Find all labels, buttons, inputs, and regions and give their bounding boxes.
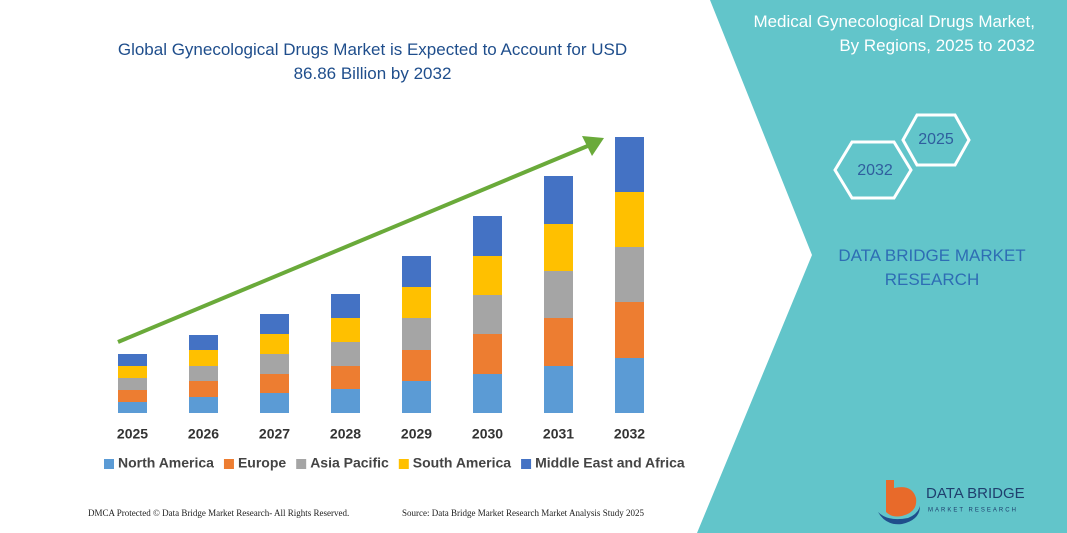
logo-icon <box>886 480 917 517</box>
hexagon-label: 2025 <box>918 131 954 148</box>
x-tick-label: 2032 <box>614 426 645 442</box>
bar-segment <box>615 137 644 192</box>
legend-label: Asia Pacific <box>310 455 389 471</box>
legend-swatch <box>296 459 307 469</box>
bar-segment <box>544 318 573 366</box>
bar-segment <box>260 314 289 334</box>
x-tick-label: 2031 <box>543 426 574 442</box>
hexagon <box>901 113 971 167</box>
bar-segment <box>402 350 431 381</box>
x-tick-label: 2029 <box>401 426 432 442</box>
legend-label: Middle East and Africa <box>535 455 685 471</box>
legend-swatch <box>521 459 532 469</box>
bar-segment <box>473 334 502 374</box>
bar-segment <box>118 378 147 390</box>
bar-segment <box>544 224 573 271</box>
bar-segment <box>544 366 573 413</box>
arrow-head <box>582 136 604 156</box>
x-tick-label: 2030 <box>472 426 503 442</box>
bar-segment <box>615 247 644 302</box>
bar-segment <box>331 318 360 342</box>
brand: DATA BRIDGE MARKET RESEARCH <box>838 246 1026 289</box>
side-panel <box>697 0 1067 533</box>
logo-icon <box>878 506 920 525</box>
legend-label: Europe <box>238 455 286 471</box>
bar-segment <box>189 366 218 381</box>
bar-segment <box>615 302 644 358</box>
chart-title: Global Gynecological Drugs Market is Exp… <box>117 40 628 83</box>
hexagon-label: 2032 <box>857 162 893 179</box>
bar-segment <box>260 354 289 374</box>
legend-label: North America <box>118 455 214 471</box>
legend-label: South America <box>413 455 511 471</box>
bar-segment <box>189 335 218 350</box>
footer-left: DMCA Protected © Data Bridge Market Rese… <box>88 508 349 518</box>
bar-segment <box>402 381 431 413</box>
bar-segment <box>544 271 573 318</box>
bar-segment <box>615 358 644 413</box>
logo-name: DATA BRIDGE <box>926 485 1025 502</box>
bar-segment <box>473 295 502 334</box>
legend-swatch <box>223 459 234 469</box>
bar-segment <box>260 374 289 393</box>
trend-arrow <box>117 143 591 344</box>
bar-segment <box>331 366 360 389</box>
x-tick-label: 2026 <box>188 426 219 442</box>
bar-segment <box>118 366 147 378</box>
bar-segment <box>331 389 360 413</box>
bar-segment <box>402 256 431 287</box>
x-tick-label: 2028 <box>330 426 361 442</box>
legend-swatch <box>104 459 114 469</box>
bar-segment <box>615 192 644 247</box>
footer-right: Source: Data Bridge Market Research Mark… <box>402 508 644 518</box>
panel-title: Medical Gynecological Drugs Market, By R… <box>753 12 1035 55</box>
bar-segment <box>402 318 431 350</box>
bar-segment <box>331 294 360 318</box>
logo: DATA BRIDGE MARKET RESEARCH <box>878 480 1025 525</box>
bar-segment <box>473 216 502 256</box>
bar-segment <box>118 402 147 413</box>
bar-segment <box>473 256 502 295</box>
bar-segment <box>260 334 289 354</box>
bar-segment <box>473 374 502 413</box>
bar-segment <box>189 381 218 397</box>
bar-segment <box>189 350 218 366</box>
bar-segment <box>260 393 289 413</box>
bar-segment <box>118 390 147 402</box>
bar-segment <box>402 287 431 318</box>
legend-swatch <box>398 459 409 469</box>
x-tick-label: 2027 <box>259 426 290 442</box>
hexagon <box>833 140 913 200</box>
bar-segment <box>544 176 573 224</box>
logo-tagline: MARKET RESEARCH <box>928 508 1018 514</box>
bar-segment <box>189 397 218 413</box>
bar-segment <box>118 354 147 366</box>
x-tick-label: 2025 <box>117 426 148 442</box>
bar-segment <box>331 342 360 366</box>
